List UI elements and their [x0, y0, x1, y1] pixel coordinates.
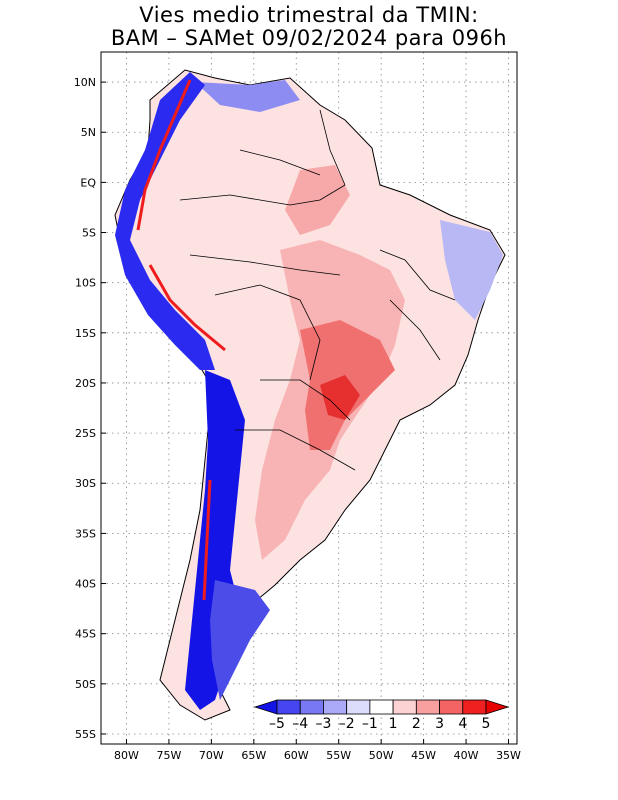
colorbar-max-arrow: [485, 699, 510, 715]
colorbar: –5 –4 –3 –2 –1 1 2 3 4 5: [253, 699, 510, 732]
hot-spot-parana: [320, 375, 360, 420]
colorbar-label: 3: [435, 716, 444, 732]
warm-bias-amazon: [285, 165, 350, 235]
cold-bias-northeast-brazil: [440, 220, 503, 320]
colorbar-label: –3: [315, 716, 331, 732]
country-borders: [179, 109, 456, 471]
hot-streak-andes-3: [202, 479, 212, 601]
cold-bias-patagonia: [210, 580, 270, 700]
lon-tick-label: 35W: [496, 749, 521, 762]
map-title-line-1: Vies medio trimestral da TMIN:: [139, 3, 479, 27]
colorbar-segment: [439, 699, 464, 715]
lat-tick-label: 30S: [75, 477, 96, 490]
lat-tick-label: 5N: [81, 126, 96, 139]
colorbar-label: –2: [339, 716, 355, 732]
colorbar-label: 5: [482, 716, 491, 732]
lat-tick-label: 45S: [75, 628, 96, 641]
lon-tick-label: 80W: [114, 749, 139, 762]
lat-tick-label: 35S: [75, 527, 96, 540]
lon-tick-label: 75W: [156, 749, 181, 762]
colorbar-segment: [276, 699, 301, 715]
lon-tick-label: 70W: [199, 749, 224, 762]
colorbar-segment: [323, 699, 348, 715]
colorbar-label: –4: [292, 716, 308, 732]
lon-tick-label: 60W: [284, 749, 309, 762]
latitude-tick-labels: 10N 5N EQ 5S 10S 15S 20S 25S 30S 35S 40S 45S 50S 55S: [74, 76, 106, 741]
lon-tick-label: 50W: [369, 749, 394, 762]
colorbar-segment: [462, 699, 487, 715]
lon-tick-label: 45W: [411, 749, 436, 762]
lat-tick-label: 50S: [75, 678, 96, 691]
colorbar-label: 4: [458, 716, 467, 732]
lat-tick-label: 10S: [75, 277, 96, 290]
lon-tick-label: 40W: [454, 749, 479, 762]
colorbar-segment: [346, 699, 371, 715]
colorbar-label: –5: [269, 716, 285, 732]
lon-tick-label: 65W: [241, 749, 266, 762]
colorbar-segment: [299, 699, 324, 715]
lat-tick-label: 20S: [75, 377, 96, 390]
lat-tick-label: 40S: [75, 578, 96, 591]
colorbar-segment: [369, 699, 394, 715]
hot-streak-andes-2: [148, 264, 226, 352]
colorbar-label: 1: [389, 716, 398, 732]
map-frame: [100, 51, 518, 745]
colorbar-label: –1: [362, 716, 378, 732]
colorbar-label: 2: [412, 716, 421, 732]
cold-bias-venezuela: [195, 80, 300, 112]
lat-tick-label: 15S: [75, 327, 96, 340]
lat-tick-label: 10N: [74, 76, 96, 89]
hot-streak-andes-1: [136, 79, 192, 231]
lon-tick-label: 55W: [326, 749, 351, 762]
colorbar-min-arrow: [253, 699, 278, 715]
lat-tick-label: 55S: [75, 728, 96, 741]
cold-bias-andes-north: [115, 72, 215, 370]
lat-tick-label: EQ: [80, 176, 96, 189]
colorbar-segment: [392, 699, 417, 715]
longitude-tick-labels: 80W 75W 70W 65W 60W 55W 50W 45W 40W 35W: [114, 739, 521, 762]
lat-tick-label: 5S: [82, 227, 96, 240]
colorbar-segment: [415, 699, 440, 715]
map-title-line-2: BAM – SAMet 09/02/2024 para 096h: [110, 26, 508, 50]
lat-tick-label: 25S: [75, 427, 96, 440]
